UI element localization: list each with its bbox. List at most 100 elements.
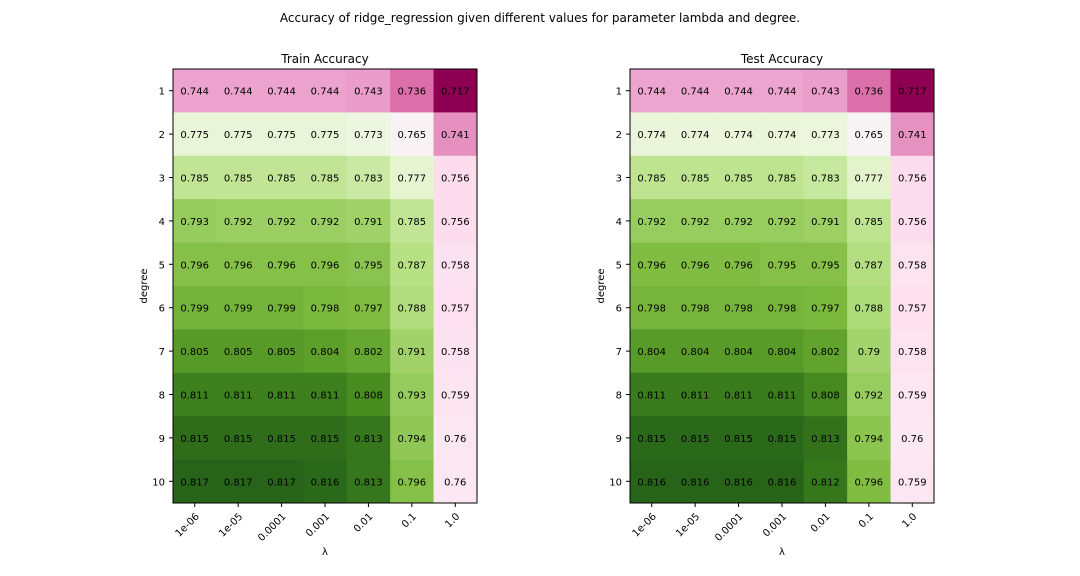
cell-value-label: 0.785 [637, 174, 666, 185]
cell-value-label: 0.792 [224, 217, 253, 228]
heatmap-cell [173, 242, 217, 287]
cell-value-label: 0.798 [681, 304, 710, 315]
heatmap-cell [303, 416, 348, 460]
cell-value-label: 0.792 [311, 217, 340, 228]
cell-value-label: 0.796 [180, 260, 209, 271]
cell-value-label: 0.795 [354, 260, 383, 271]
x-tick-label: 0.0001 [256, 511, 289, 544]
cell-value-label: 0.811 [681, 391, 710, 402]
cell-value-label: 0.796 [855, 477, 884, 488]
heatmap-cell [847, 416, 891, 460]
cell-value-label: 0.785 [180, 174, 209, 185]
heatmap-cell [390, 416, 434, 460]
cell-value-label: 0.759 [898, 477, 927, 488]
heatmap-cell [890, 329, 935, 374]
cell-value-label: 0.741 [898, 130, 927, 141]
cell-value-label: 0.799 [180, 304, 209, 315]
y-tick-label: 8 [616, 391, 622, 402]
y-tick-label: 4 [159, 217, 165, 228]
heatmap-cell [259, 329, 304, 374]
x-tick-label: 0.01 [809, 511, 833, 535]
cell-value-label: 0.811 [637, 391, 666, 402]
y-tick-label: 5 [159, 260, 165, 271]
heatmap-cell [259, 372, 304, 417]
heatmap-cell [803, 286, 848, 330]
heatmap-cell [890, 416, 935, 460]
heatmap-cell [630, 112, 674, 157]
heatmap-cell [847, 459, 891, 504]
cell-value-label: 0.765 [855, 130, 884, 141]
cell-value-label: 0.808 [811, 391, 840, 402]
heatmap-cell [803, 416, 848, 460]
cell-value-label: 0.744 [724, 87, 753, 98]
y-axis-label: degree [596, 268, 607, 303]
heatmap-cell [673, 199, 718, 243]
cell-value-label: 0.794 [398, 434, 427, 445]
heatmap-cell [760, 199, 805, 243]
heatmap-cell [433, 372, 478, 417]
cell-value-label: 0.812 [811, 477, 840, 488]
heatmap-cell [630, 242, 674, 287]
cell-value-label: 0.756 [441, 217, 470, 228]
subplot-title: Test Accuracy [740, 52, 823, 66]
heatmap-cell [303, 286, 348, 330]
heatmap-cell [630, 155, 674, 200]
cell-value-label: 0.815 [311, 434, 340, 445]
heatmap-cell [716, 199, 761, 243]
x-axis-label: λ [322, 547, 328, 558]
heatmap-cell [890, 69, 935, 113]
heatmap-cell [760, 69, 805, 113]
heatmap-cell [346, 416, 391, 460]
cell-value-label: 0.815 [224, 434, 253, 445]
cell-value-label: 0.813 [354, 434, 383, 445]
cell-value-label: 0.808 [354, 391, 383, 402]
cell-value-label: 0.774 [768, 130, 797, 141]
cell-value-label: 0.775 [224, 130, 253, 141]
heatmap-cell [673, 69, 718, 113]
x-tick-label: 1e-05 [674, 511, 702, 539]
heatmap-cell [716, 112, 761, 157]
cell-value-label: 0.804 [768, 347, 797, 358]
cell-value-label: 0.76 [444, 477, 466, 488]
cell-value-label: 0.792 [855, 391, 884, 402]
cell-value-label: 0.813 [811, 434, 840, 445]
cell-value-label: 0.757 [898, 304, 927, 315]
y-tick-label: 7 [159, 347, 165, 358]
x-tick-label: 0.1 [857, 511, 876, 530]
cell-value-label: 0.804 [724, 347, 753, 358]
cell-value-label: 0.796 [224, 260, 253, 271]
cell-value-label: 0.811 [180, 391, 209, 402]
heatmap-cell [259, 459, 304, 504]
heatmap-cell [847, 112, 891, 157]
heatmap-cell [216, 459, 261, 504]
heatmap-cell [433, 416, 478, 460]
cell-value-label: 0.813 [354, 477, 383, 488]
heatmap-cell [216, 242, 261, 287]
cell-value-label: 0.783 [811, 174, 840, 185]
heatmap-cell [760, 155, 805, 200]
cell-value-label: 0.788 [855, 304, 884, 315]
heatmap-cell [630, 372, 674, 417]
heatmap-cell [259, 286, 304, 330]
heatmap-cell [433, 69, 478, 113]
heatmap-cell [673, 242, 718, 287]
cell-value-label: 0.815 [267, 434, 296, 445]
cell-value-label: 0.785 [855, 217, 884, 228]
cell-value-label: 0.785 [681, 174, 710, 185]
heatmap-cell [803, 459, 848, 504]
cell-value-label: 0.787 [855, 260, 884, 271]
heatmap-cell [803, 69, 848, 113]
cell-value-label: 0.798 [768, 304, 797, 315]
heatmap-cell [390, 286, 434, 330]
cell-value-label: 0.815 [180, 434, 209, 445]
cell-value-label: 0.805 [180, 347, 209, 358]
heatmap-cell [433, 459, 478, 504]
heatmap-cell [760, 242, 805, 287]
heatmap-cell [390, 242, 434, 287]
y-tick-label: 2 [616, 130, 622, 141]
heatmap-cell [346, 112, 391, 157]
cell-value-label: 0.785 [267, 174, 296, 185]
cell-value-label: 0.76 [444, 434, 466, 445]
cell-value-label: 0.815 [768, 434, 797, 445]
heatmap-cell [303, 459, 348, 504]
